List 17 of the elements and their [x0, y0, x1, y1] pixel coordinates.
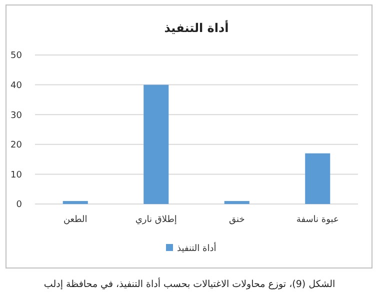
y-tick-label: 10	[10, 170, 22, 180]
legend-label: أداة التنفيذ	[177, 242, 216, 254]
chart-title: أداة التنفيذ	[164, 20, 229, 35]
bar	[62, 201, 88, 204]
y-tick-label: 50	[10, 51, 22, 62]
text: الشكل (9)، توزع محاولات الاغتيالات بحسب أداة التنفيذ، في محافظة إدلب	[44, 277, 336, 290]
x-tick-label: الطعن	[63, 215, 88, 225]
bar	[224, 201, 250, 204]
y-tick-label: 20	[10, 140, 22, 151]
x-tick-label: خنق	[228, 215, 245, 225]
bar	[144, 84, 169, 204]
x-tick-label: عبوة ناسفة	[296, 215, 339, 225]
y-tick-label: 30	[10, 110, 22, 121]
y-tick-label: 40	[10, 80, 22, 91]
y-tick-label: 0	[16, 200, 22, 210]
x-tick-label: إطلاق ناري	[135, 215, 177, 225]
bar	[305, 153, 330, 204]
